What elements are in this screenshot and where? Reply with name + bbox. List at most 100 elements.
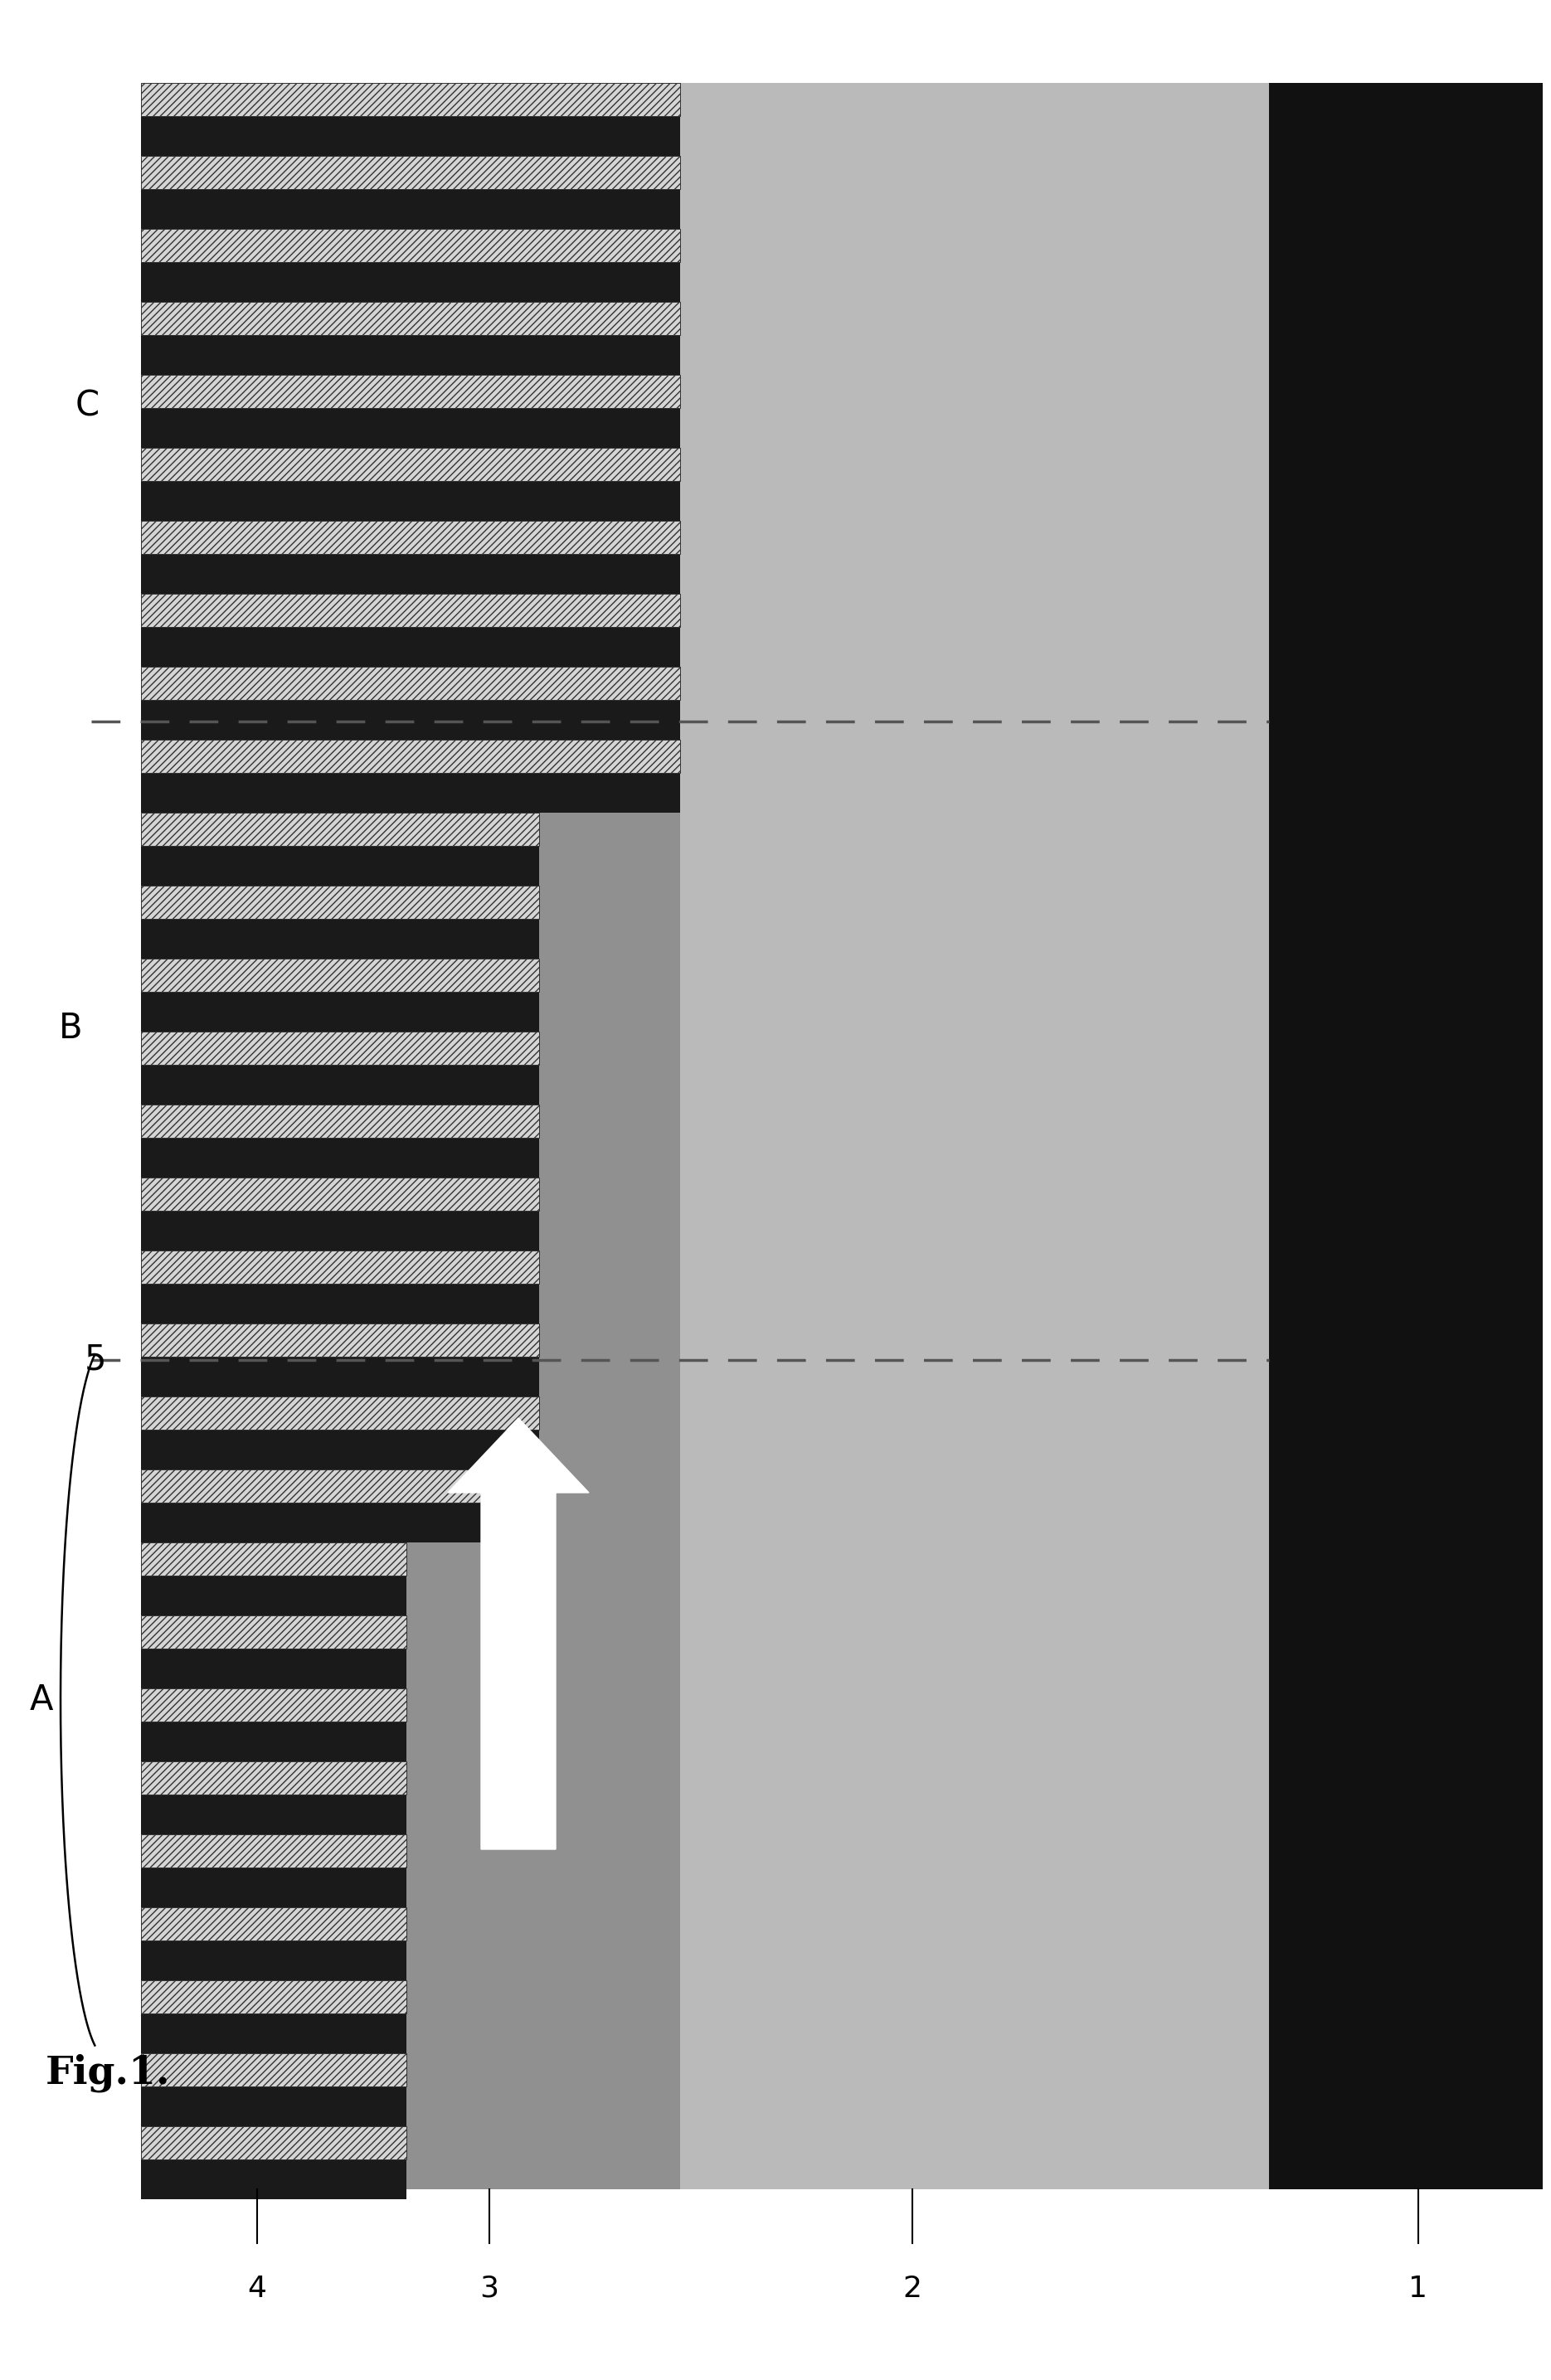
Bar xyxy=(141,1616,406,1649)
Bar xyxy=(141,1906,406,1940)
Bar xyxy=(141,1649,406,1687)
Bar xyxy=(141,1104,540,1138)
Bar xyxy=(141,336,681,374)
Bar xyxy=(141,1138,540,1178)
Bar xyxy=(141,1980,406,2013)
Bar xyxy=(141,1178,540,1211)
Bar xyxy=(141,117,681,157)
Bar xyxy=(141,83,681,2190)
Bar xyxy=(141,919,540,959)
Bar xyxy=(141,1795,406,1835)
Bar xyxy=(141,1868,406,1906)
Bar xyxy=(141,302,681,336)
Bar xyxy=(141,1761,406,1795)
Bar xyxy=(1269,83,1543,2190)
Bar xyxy=(141,740,681,774)
Bar xyxy=(141,666,681,700)
Bar xyxy=(141,83,681,117)
Bar xyxy=(141,1468,540,1502)
Bar xyxy=(141,992,540,1031)
Bar xyxy=(141,157,681,188)
Bar xyxy=(141,740,681,774)
Bar xyxy=(141,1980,406,2013)
Bar xyxy=(141,885,540,919)
Bar xyxy=(681,83,1269,2190)
Bar xyxy=(141,1835,406,1868)
Bar xyxy=(141,262,681,302)
Bar xyxy=(141,447,681,481)
Bar xyxy=(141,1064,540,1104)
Bar xyxy=(141,593,681,626)
Text: 4: 4 xyxy=(248,2275,267,2304)
Bar xyxy=(141,959,540,992)
Bar xyxy=(141,2125,406,2159)
Bar xyxy=(141,1031,540,1064)
Bar xyxy=(141,1687,406,1721)
Bar xyxy=(141,1357,540,1397)
Bar xyxy=(141,302,681,336)
Bar xyxy=(141,1323,540,1357)
Bar xyxy=(141,1323,540,1357)
Text: 2: 2 xyxy=(903,2275,921,2304)
Bar xyxy=(141,812,540,845)
Bar xyxy=(141,555,681,593)
Bar xyxy=(141,2087,406,2125)
Bar xyxy=(141,885,540,919)
Bar xyxy=(141,1721,406,1761)
Bar xyxy=(141,1211,540,1250)
Bar xyxy=(141,1502,540,1542)
Bar xyxy=(141,157,681,188)
Bar xyxy=(141,2054,406,2087)
Bar xyxy=(141,1835,406,1868)
Bar xyxy=(141,1576,406,1616)
Bar xyxy=(141,374,681,407)
Bar xyxy=(141,1178,540,1211)
Bar xyxy=(141,774,681,812)
Bar xyxy=(141,521,681,555)
Bar xyxy=(141,1468,540,1502)
Bar xyxy=(141,1250,540,1283)
Text: B: B xyxy=(59,1012,82,1045)
Bar xyxy=(141,374,681,407)
Bar xyxy=(141,626,681,666)
Text: C: C xyxy=(74,388,99,424)
Bar xyxy=(141,228,681,262)
Bar xyxy=(141,666,681,700)
Bar xyxy=(141,2159,406,2199)
Bar xyxy=(141,1397,540,1430)
Bar xyxy=(141,1687,406,1721)
Bar xyxy=(141,2054,406,2087)
Bar xyxy=(141,1906,406,1940)
Text: 1: 1 xyxy=(1408,2275,1428,2304)
Bar xyxy=(141,188,681,228)
Bar xyxy=(141,1397,540,1430)
Text: 5: 5 xyxy=(84,1342,107,1378)
Bar xyxy=(141,1616,406,1649)
Bar xyxy=(141,1542,406,1576)
Bar xyxy=(141,593,681,626)
Bar xyxy=(141,812,540,845)
Bar xyxy=(141,1031,540,1064)
Bar xyxy=(141,1542,406,1576)
Bar xyxy=(141,1940,406,1980)
Bar xyxy=(141,1430,540,1468)
Bar xyxy=(141,959,540,992)
Text: A: A xyxy=(29,1683,53,1718)
Bar xyxy=(141,2013,406,2054)
Bar xyxy=(141,1283,540,1323)
Bar xyxy=(141,481,681,521)
Bar xyxy=(141,1250,540,1283)
Bar xyxy=(141,2125,406,2159)
Text: 3: 3 xyxy=(479,2275,499,2304)
Bar xyxy=(141,407,681,447)
Bar xyxy=(141,521,681,555)
FancyArrow shape xyxy=(448,1418,589,1849)
Bar xyxy=(141,845,540,885)
Bar xyxy=(406,83,681,2190)
Bar xyxy=(141,1761,406,1795)
Bar xyxy=(141,1104,540,1138)
Bar xyxy=(141,700,681,740)
Bar xyxy=(141,447,681,481)
Text: Fig.1.: Fig.1. xyxy=(45,2054,171,2092)
Bar xyxy=(141,83,681,117)
